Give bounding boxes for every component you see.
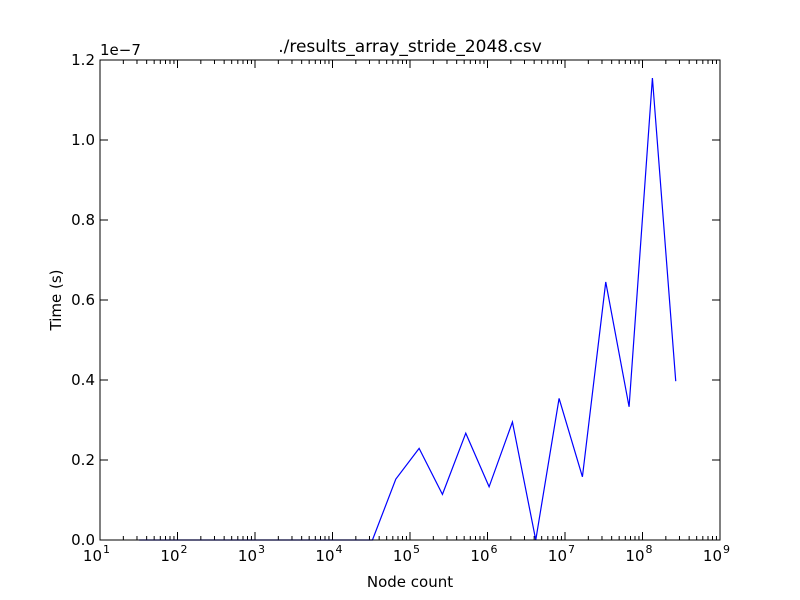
- x-tick-label: 10 9: [703, 543, 730, 565]
- x-tick-base: 10: [470, 547, 489, 565]
- x-tick-label: 10 2: [160, 543, 187, 565]
- x-tick-exponent: 1: [103, 543, 110, 556]
- x-tick-base: 10: [703, 547, 722, 565]
- y-tick-label: 0.2: [71, 451, 95, 469]
- chart-title: ./results_array_stride_2048.csv: [278, 37, 542, 57]
- series-line: [139, 77, 677, 541]
- plot-frame: [99, 59, 721, 541]
- x-tick-base: 10: [83, 547, 102, 565]
- x-tick-base: 10: [160, 547, 179, 565]
- x-tick-exponent: 4: [336, 543, 343, 556]
- x-tick-label: 10 4: [315, 543, 342, 565]
- y-tick-label: 1.2: [71, 51, 95, 69]
- x-tick-base: 10: [238, 547, 257, 565]
- y-tick-label: 0.4: [71, 371, 95, 389]
- x-tick-exponent: 7: [568, 543, 575, 556]
- y-axis-label: Time (s): [47, 270, 65, 332]
- x-tick-exponent: 9: [723, 543, 730, 556]
- x-tick-base: 10: [625, 547, 644, 565]
- x-tick-exponent: 8: [646, 543, 653, 556]
- y-tick-label: 0.8: [71, 211, 95, 229]
- y-offset-label: 1e−7: [100, 41, 141, 59]
- x-tick-exponent: 6: [491, 543, 498, 556]
- x-tick-exponent: 3: [258, 543, 265, 556]
- x-tick-exponent: 2: [181, 543, 188, 556]
- x-tick-label: 10 1: [83, 543, 110, 565]
- x-tick-base: 10: [315, 547, 334, 565]
- x-tick-label: 10 3: [238, 543, 265, 565]
- y-tick-label: 0.0: [71, 531, 95, 549]
- x-tick-base: 10: [548, 547, 567, 565]
- x-tick-label: 10 6: [470, 543, 497, 565]
- ticks-layer: 10 1 10 2 10 3 10 4 10 5 10 6 10 7 10 8 10 90.00.20.40.60…: [71, 51, 730, 565]
- y-tick-label: 0.6: [71, 291, 95, 309]
- x-tick-label: 10 7: [548, 543, 575, 565]
- x-tick-label: 10 8: [625, 543, 652, 565]
- y-tick-label: 1.0: [71, 131, 95, 149]
- series-layer: [139, 77, 677, 541]
- x-tick-base: 10: [393, 547, 412, 565]
- x-axis-label: Node count: [367, 573, 453, 591]
- x-tick-exponent: 5: [413, 543, 420, 556]
- x-tick-label: 10 5: [393, 543, 420, 565]
